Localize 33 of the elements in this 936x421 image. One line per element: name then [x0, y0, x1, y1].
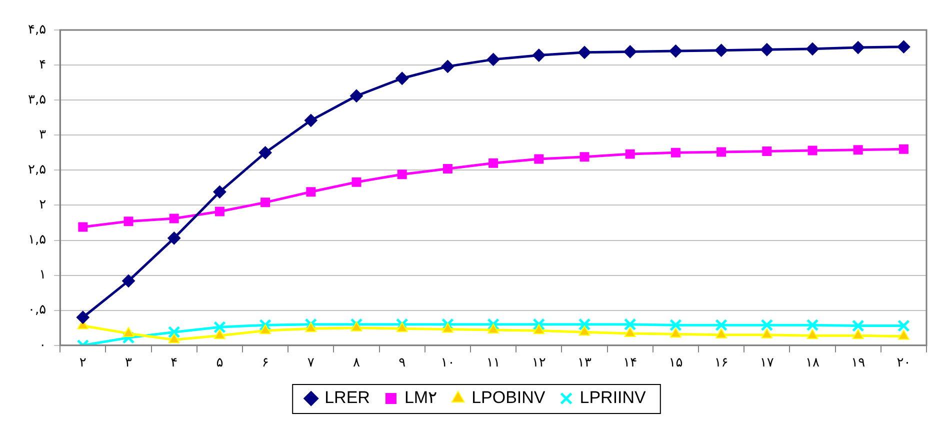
x-tick-label: ۱۸ — [806, 356, 820, 371]
x-tick-label: ۲۰ — [896, 356, 911, 371]
x-tick-label: ۵ — [216, 356, 224, 371]
y-tick-label: ۳,۵ — [28, 92, 46, 108]
x-tick-label: ۱۷ — [760, 356, 774, 371]
y-tick-label: ۱ — [39, 268, 46, 283]
y-tick-label: ۲ — [39, 198, 46, 213]
y-tick-label: ۱,۵ — [28, 232, 46, 248]
y-tick-label: ۰ — [39, 338, 46, 353]
x-tick-label: ۱۳ — [578, 356, 592, 371]
x-tick-label: ۱۶ — [714, 356, 728, 371]
y-tick-label: ۳ — [39, 128, 46, 143]
x-tick-label: ۴ — [170, 356, 178, 371]
x-tick-label: ۱۴ — [623, 356, 638, 371]
y-tick-label: ۰,۵ — [28, 302, 46, 318]
x-tick-label: ۷ — [307, 356, 314, 371]
y-tick-label: ۴,۵ — [28, 22, 46, 38]
x-tick-label: ۶ — [262, 356, 269, 371]
x-tick-label: ۳ — [125, 356, 132, 371]
x-tick-label: ۱۰ — [440, 356, 455, 371]
legend-label: LM۲ — [404, 388, 438, 408]
legend-label: LPOBINV — [472, 388, 546, 408]
x-tick-label: ۸ — [353, 356, 360, 371]
x-tick-label: ۱۵ — [668, 356, 683, 371]
x-tick-label: ۲ — [79, 356, 86, 371]
legend-label: LRER — [324, 388, 370, 408]
legend-label: LPRIINV — [580, 388, 647, 408]
y-tick-label: ۴ — [39, 57, 46, 72]
x-tick-label: ۱۹ — [851, 356, 866, 371]
y-tick-label: ۲,۵ — [28, 162, 46, 178]
x-tick-label: ۱۱ — [486, 356, 500, 371]
x-tick-label: ۹ — [398, 356, 406, 371]
x-tick-label: ۱۲ — [532, 356, 546, 371]
